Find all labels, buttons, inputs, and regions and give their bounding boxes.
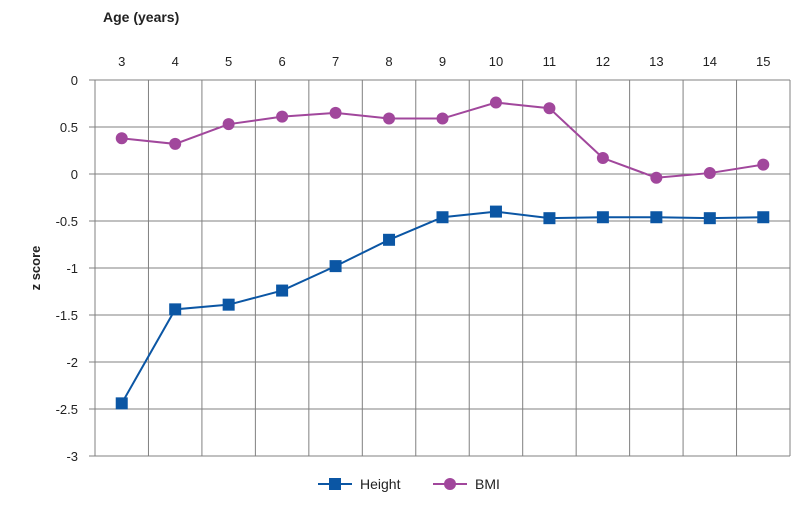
x-tick-label: 13 — [649, 54, 663, 69]
data-point-height — [222, 298, 235, 311]
data-point-bmi — [757, 158, 770, 171]
data-point-bmi — [543, 102, 556, 115]
data-point-bmi — [383, 112, 396, 125]
data-point-bmi — [276, 110, 289, 123]
data-point-bmi — [650, 171, 663, 184]
y-tick-label: -2.5 — [56, 402, 78, 417]
data-point-bmi — [169, 137, 182, 150]
data-point-height — [276, 284, 289, 297]
y-tick-label: -1.5 — [56, 308, 78, 323]
data-point-height — [436, 211, 449, 224]
y-tick-label: 0 — [71, 167, 78, 182]
x-tick-label: 5 — [225, 54, 232, 69]
data-point-height — [757, 211, 770, 224]
data-point-bmi — [489, 96, 502, 109]
data-point-height — [489, 205, 502, 218]
y-axis-title: z score — [28, 246, 43, 291]
y-tick-label: 0 — [71, 73, 78, 88]
legend-label-height: Height — [360, 476, 401, 492]
legend-marker-circle — [444, 478, 456, 490]
data-point-height — [650, 211, 663, 224]
y-tick-label: -3 — [66, 449, 78, 464]
data-point-bmi — [329, 106, 342, 119]
x-tick-label: 9 — [439, 54, 446, 69]
y-tick-label: -2 — [66, 355, 78, 370]
x-tick-label: 15 — [756, 54, 770, 69]
x-tick-label: 7 — [332, 54, 339, 69]
data-point-bmi — [703, 167, 716, 180]
x-axis-title: Age (years) — [103, 9, 179, 25]
x-tick-label: 11 — [543, 54, 557, 69]
data-point-height — [329, 260, 342, 273]
data-point-height — [703, 212, 716, 225]
series-line-height — [120, 210, 764, 404]
legend-label-bmi: BMI — [475, 476, 500, 492]
x-tick-label: 6 — [278, 54, 285, 69]
y-tick-label: 0.5 — [60, 120, 78, 135]
data-point-bmi — [222, 118, 235, 131]
x-tick-label: 4 — [172, 54, 179, 69]
x-tick-label: 8 — [385, 54, 392, 69]
x-tick-label: 10 — [489, 54, 503, 69]
data-point-height — [169, 303, 182, 316]
x-tick-label: 14 — [703, 54, 717, 69]
legend: Height BMI — [318, 476, 500, 492]
data-point-height — [543, 212, 556, 225]
data-point-height — [383, 233, 396, 246]
x-tick-label: 3 — [118, 54, 125, 69]
data-point-bmi — [596, 152, 609, 165]
y-tick-label: -1 — [66, 261, 78, 276]
data-point-height — [596, 211, 609, 224]
y-tick-label: -0.5 — [56, 214, 78, 229]
data-point-height — [115, 397, 128, 410]
data-point-bmi — [115, 132, 128, 145]
data-point-bmi — [436, 112, 449, 125]
x-tick-label: 12 — [596, 54, 610, 69]
legend-marker-square — [329, 478, 341, 490]
